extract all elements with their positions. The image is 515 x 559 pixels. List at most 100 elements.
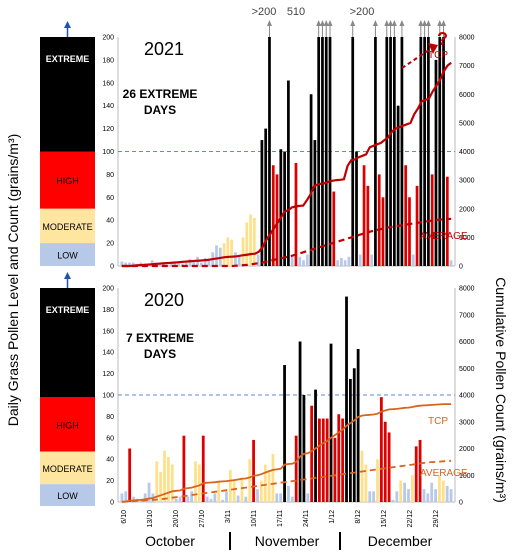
y-tick-label: 80 [106,172,114,179]
series-label-tcp: TCP [428,416,448,427]
overflow-arrow-head [399,20,405,26]
panel-annotation-line2: DAYS [144,103,176,117]
daily-bar [355,151,358,266]
daily-bar [252,439,255,502]
x-tick-label: 1/12 [329,510,336,524]
level-box-moderate [40,208,95,244]
y-tick-label: 80 [106,414,114,421]
level-label-moderate: MODERATE [42,222,92,232]
tcp-projection-question: ? [437,29,448,49]
daily-bar [392,37,396,266]
overflow-arrow-head [422,20,428,26]
overflow-arrow-head [323,20,329,26]
y-tick-label: 40 [106,457,114,464]
daily-bar [318,418,321,502]
daily-bar [449,489,453,502]
panel-annotation-line1: 7 EXTREME [126,331,194,345]
daily-bar [128,448,132,502]
daily-bar [194,461,197,502]
daily-bar [201,435,205,502]
level-label-extreme: EXTREME [46,54,90,64]
daily-bar [159,472,163,502]
daily-bar [268,37,271,266]
overflow-arrow-head [441,20,447,26]
y-tick-label: 120 [102,371,114,378]
daily-bar [207,260,211,266]
top-count-label: >200 [252,6,277,18]
y2-tick-label: 4000 [459,393,475,400]
daily-bar [362,165,366,266]
daily-bar [256,254,260,266]
daily-bar [120,493,124,502]
daily-bar [321,418,325,502]
daily-bar [199,262,203,266]
daily-bar [445,176,449,266]
daily-bar [445,485,449,502]
daily-bar [173,261,177,266]
daily-bar [275,174,279,266]
daily-bar [226,237,230,266]
x-tick-label: 13/10 [147,510,154,528]
daily-bar [370,254,374,266]
daily-bar [408,197,411,266]
overflow-arrow-head [316,20,322,26]
daily-bar [298,341,302,502]
overflow-arrow-head [418,20,424,26]
y-tick-label: 160 [102,328,114,335]
panel-2020: EXTREME HIGH MODERATE LOW 0 20 40 60 80 100 120 140… [40,272,475,528]
daily-bar [302,260,305,266]
top-count-label: 510 [287,6,305,18]
daily-bar [414,446,418,502]
daily-bar [205,496,209,502]
y-tick-label: 140 [102,103,114,110]
level-box-low [40,243,95,266]
daily-bar [396,105,400,266]
daily-bar [434,59,438,267]
legend-arrow-head [64,272,71,279]
daily-bar [248,459,252,502]
top-count-label: >200 [350,6,375,18]
x-tick-label: 22/12 [407,510,414,528]
x-tick-label: 27/10 [199,510,206,528]
y-tick-label: 100 [102,149,114,156]
overflow-arrow-head [372,20,378,26]
daily-bar [245,222,249,266]
daily-bar [279,493,283,502]
daily-bar [422,489,426,502]
daily-bar [184,262,188,266]
x-tick-label: 6/10 [121,510,128,524]
overflow-arrow-head [384,20,390,26]
daily-bar [337,414,341,502]
level-label-low: LOW [57,251,78,261]
y2-tick-label: 3000 [459,419,475,426]
daily-bar [252,217,256,266]
daily-bar [128,262,131,266]
daily-bar [181,263,184,266]
level-label-extreme: EXTREME [46,305,90,315]
daily-bar [379,397,383,502]
series-line-tcp [121,403,452,503]
daily-bar [442,37,445,266]
y2-tick-label: 1000 [459,473,475,480]
daily-bar [391,499,395,502]
overflow-arrow-head [425,20,431,26]
series-line-average [121,217,452,268]
daily-bar [347,256,351,266]
level-label-low: LOW [57,491,78,501]
y2-tick-label: 2000 [459,446,475,453]
daily-bar [407,489,410,502]
daily-bar [244,496,248,502]
daily-bar [356,348,360,502]
daily-bar [341,418,345,502]
daily-bar [169,263,173,266]
level-label-high: HIGH [56,176,79,186]
daily-bar [178,496,182,502]
daily-bar [430,482,434,502]
daily-bar [259,480,263,502]
daily-bar [399,480,403,502]
daily-bar [383,421,387,502]
daily-bar [372,491,376,502]
month-separator [339,532,341,550]
daily-bar [240,478,244,502]
